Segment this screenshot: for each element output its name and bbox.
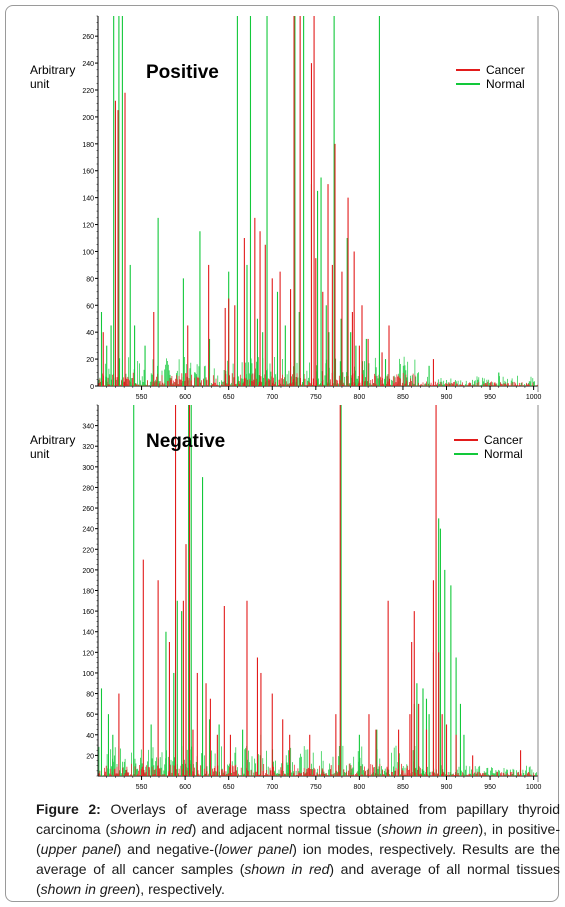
y-tick-label: 240: [82, 527, 94, 534]
legend-label-normal: Normal: [484, 447, 523, 461]
x-tick-label: 950: [484, 394, 496, 400]
caption-italic: shown in red: [110, 821, 192, 837]
y-tick-label: 200: [82, 115, 94, 122]
y-tick-label: 260: [82, 506, 94, 513]
y-tick-label: 280: [82, 485, 94, 492]
legend-swatch-cancer: [456, 69, 480, 71]
caption-text: ) ion modes, respectively. Results are t…: [36, 841, 560, 877]
x-tick-label: 950: [484, 784, 496, 790]
y-tick-label: 100: [82, 249, 94, 256]
caption-italic: shown in green: [381, 821, 479, 837]
negative-y-axis-label: Arbitrary unit: [30, 433, 76, 461]
y-tick-label: 340: [82, 424, 94, 431]
caption-italic: lower panel: [218, 841, 293, 857]
y-tick-label: 40: [86, 330, 94, 337]
figure-caption: Figure 2: Overlays of average mass spect…: [36, 799, 560, 899]
y-tick-label: 80: [86, 276, 94, 283]
positive-spectrum-chart: 0 20 40 60 80 100 120 140 160 180 200 220 240 260 550 6…: [82, 15, 542, 400]
x-tick-label: 750: [310, 784, 322, 790]
y-tick-label: 180: [82, 142, 94, 149]
legend-swatch-normal: [456, 83, 480, 85]
y-tick-label: 140: [82, 630, 94, 637]
caption-text: ), respectively.: [135, 881, 225, 897]
y-tick-label: 220: [82, 88, 94, 95]
legend-swatch-cancer: [454, 439, 478, 441]
y-tick-label: 60: [86, 303, 94, 310]
y-tick-label: 20: [86, 753, 94, 760]
caption-italic: shown in green: [40, 881, 136, 897]
caption-text: ) and adjacent normal tissue (: [191, 821, 382, 837]
y-tick-label: 100: [82, 671, 94, 678]
x-tick-label: 850: [397, 784, 409, 790]
x-tick-label: 700: [266, 784, 278, 790]
y-tick-label: 140: [82, 196, 94, 203]
y-tick-label: 160: [82, 609, 94, 616]
positive-panel-title: Positive: [146, 62, 219, 83]
positive-y-axis-label: Arbitrary unit: [30, 63, 76, 91]
y-tick-label: 300: [82, 465, 94, 472]
legend-label-normal: Normal: [486, 77, 525, 91]
y-tick-label: 80: [86, 692, 94, 699]
x-tick-label: 800: [354, 784, 366, 790]
y-tick-label: 320: [82, 444, 94, 451]
figure-label: Figure 2:: [36, 801, 101, 817]
caption-text: ) and negative-(: [116, 841, 219, 857]
y-tick-label: 220: [82, 547, 94, 554]
caption-text: ) and average of all normal tissues (: [36, 861, 561, 897]
negative-spectrum-chart: 20 40 60 80 100 120 140 160 180 200 220 240 260 280 30…: [82, 404, 542, 790]
negative-legend: Cancer Normal: [454, 433, 523, 461]
x-tick-label: 800: [354, 394, 366, 400]
y-tick-label: 160: [82, 169, 94, 176]
y-tick-label: 40: [86, 733, 94, 740]
y-tick-label: 120: [82, 223, 94, 230]
x-tick-label: 550: [136, 784, 148, 790]
y-tick-label: 0: [90, 384, 94, 391]
y-tick-label: 20: [86, 357, 94, 364]
x-tick-label: 600: [179, 394, 191, 400]
y-tick-label: 240: [82, 61, 94, 68]
x-tick-label: 650: [223, 394, 235, 400]
legend-label-cancer: Cancer: [484, 433, 523, 447]
legend-label-cancer: Cancer: [486, 63, 525, 77]
y-tick-label: 260: [82, 34, 94, 41]
x-tick-label: 650: [223, 784, 235, 790]
x-tick-label: 900: [441, 784, 453, 790]
x-tick-label: 900: [441, 394, 453, 400]
x-tick-label: 550: [136, 394, 148, 400]
y-tick-label: 200: [82, 568, 94, 575]
y-tick-label: 60: [86, 712, 94, 719]
x-tick-label: 1000: [526, 784, 542, 790]
negative-panel-title: Negative: [146, 431, 226, 452]
x-tick-label: 1000: [526, 394, 542, 400]
x-tick-label: 600: [179, 784, 191, 790]
caption-italic: upper panel: [40, 841, 117, 857]
x-tick-label: 750: [310, 394, 322, 400]
x-tick-label: 700: [266, 394, 278, 400]
caption-text: Overlays of average mass spectra obtaine…: [36, 801, 560, 837]
y-tick-label: 120: [82, 650, 94, 657]
x-tick-label: 850: [397, 394, 409, 400]
caption-text: ), in positive-(: [36, 821, 560, 857]
normal-baseline-noise: [98, 745, 537, 776]
legend-swatch-normal: [454, 453, 478, 455]
positive-legend: Cancer Normal: [456, 63, 525, 91]
y-tick-label: 180: [82, 589, 94, 596]
caption-italic: shown in red: [244, 861, 330, 877]
